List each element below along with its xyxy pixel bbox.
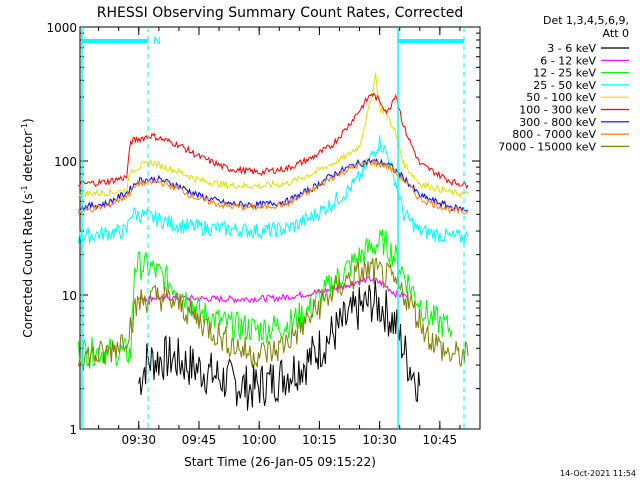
series-line bbox=[78, 72, 469, 199]
legend-header-line2: Att 0 bbox=[603, 27, 629, 40]
plot-frame bbox=[79, 26, 481, 430]
x-tick-label: 10:00 bbox=[242, 433, 277, 447]
plot-area: 1 10 100 1000 09:30 09:45 10:00 10:15 10:30 10:45… bbox=[46, 21, 481, 447]
y-tick-label: 1 bbox=[69, 423, 77, 437]
series-line bbox=[78, 92, 469, 190]
x-tick-label: 09:45 bbox=[182, 433, 217, 447]
night-flag-bar bbox=[398, 39, 464, 43]
x-tick-label: 10:30 bbox=[362, 433, 397, 447]
legend-item-label: 3 - 6 keV bbox=[547, 42, 596, 55]
night-flag-label: N bbox=[153, 36, 160, 47]
series-line bbox=[78, 257, 469, 371]
series-line bbox=[78, 135, 469, 246]
legend-header-line1: Det 1,3,4,5,6,9, bbox=[543, 14, 629, 27]
x-axis-label: Start Time (26-Jan-05 09:15:22) bbox=[184, 455, 376, 469]
timestamp: 14-Oct-2021 11:54 bbox=[560, 469, 636, 478]
legend-item-label: 7000 - 15000 keV bbox=[498, 140, 596, 153]
y-axis-label: Corrected Count Rate (s-1 detector-1) bbox=[20, 118, 35, 337]
x-tick-label: 10:15 bbox=[302, 433, 337, 447]
series-line bbox=[138, 275, 408, 304]
y-tick-label: 10 bbox=[62, 289, 77, 303]
legend-item-label: 25 - 50 keV bbox=[533, 79, 596, 92]
y-tick-label: 1000 bbox=[46, 21, 77, 35]
chart-title: RHESSI Observing Summary Count Rates, Co… bbox=[97, 5, 463, 21]
series-line bbox=[78, 158, 469, 215]
legend-item-label: 6 - 12 keV bbox=[540, 54, 596, 67]
legend-item-label: 100 - 300 keV bbox=[519, 104, 596, 117]
series-line bbox=[78, 229, 453, 367]
night-flag-bar bbox=[82, 39, 148, 43]
legend-item-label: 300 - 800 keV bbox=[519, 116, 596, 129]
legend-item-label: 800 - 7000 keV bbox=[512, 128, 596, 141]
x-tick-label: 10:45 bbox=[423, 433, 458, 447]
legend-item-label: 50 - 100 keV bbox=[526, 91, 596, 104]
legend-item-label: 12 - 25 keV bbox=[533, 67, 596, 80]
x-tick-label: 09:30 bbox=[121, 433, 156, 447]
y-tick-label: 100 bbox=[54, 155, 77, 169]
series-line bbox=[138, 280, 421, 411]
